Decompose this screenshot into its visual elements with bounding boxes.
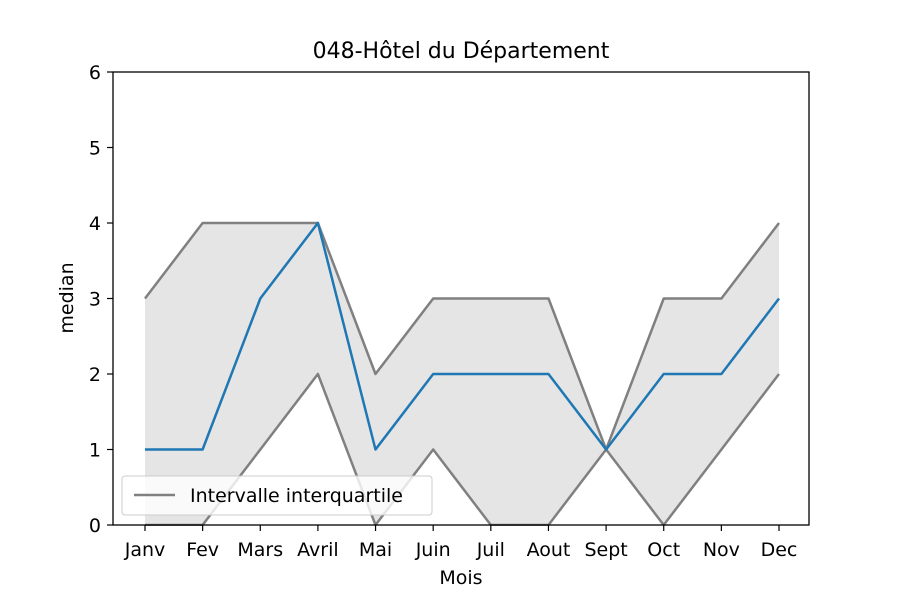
y-tick-label: 6 (89, 62, 101, 84)
x-tick-label: Mars (237, 539, 283, 561)
legend-label: Intervalle interquartile (190, 485, 403, 507)
x-tick-label: Dec (761, 539, 798, 561)
x-axis-label: Mois (439, 567, 482, 589)
plot-area (0, 221, 900, 600)
y-tick-label: 4 (89, 213, 101, 235)
x-tick-label: Sept (584, 539, 627, 561)
y-tick-label: 0 (89, 515, 101, 537)
x-tick-label: Aout (527, 539, 571, 561)
y-tick-label: 5 (89, 138, 101, 160)
legend-box (121, 475, 433, 516)
y-axis-label: median (56, 262, 78, 333)
x-tick-label: Nov (703, 539, 740, 561)
y-tick-label: 3 (89, 289, 101, 311)
x-tick-label: Avril (297, 539, 339, 561)
x-tick-label: Janv (124, 539, 166, 561)
median-line (145, 221, 780, 451)
y-tick-label: 2 (89, 364, 101, 386)
chart-title: 048-Hôtel du Département (313, 39, 610, 64)
x-tick-label: Juil (476, 539, 505, 561)
bottom-mask (0, 526, 900, 600)
q1-line (145, 372, 780, 527)
x-tick-label: Oct (647, 539, 680, 561)
axes: 0 1 2 3 4 5 6 Janv Fev Mars Avril Mai Juin Juil Aout Se… (89, 62, 810, 561)
y-tick-label: 1 (89, 440, 101, 462)
x-tick-label: Fev (186, 539, 219, 561)
q3-line (144, 221, 780, 451)
x-tick-label: Juin (415, 539, 451, 561)
legend: Intervalle interquartile (121, 475, 433, 516)
x-tick-label: Mai (359, 539, 392, 561)
